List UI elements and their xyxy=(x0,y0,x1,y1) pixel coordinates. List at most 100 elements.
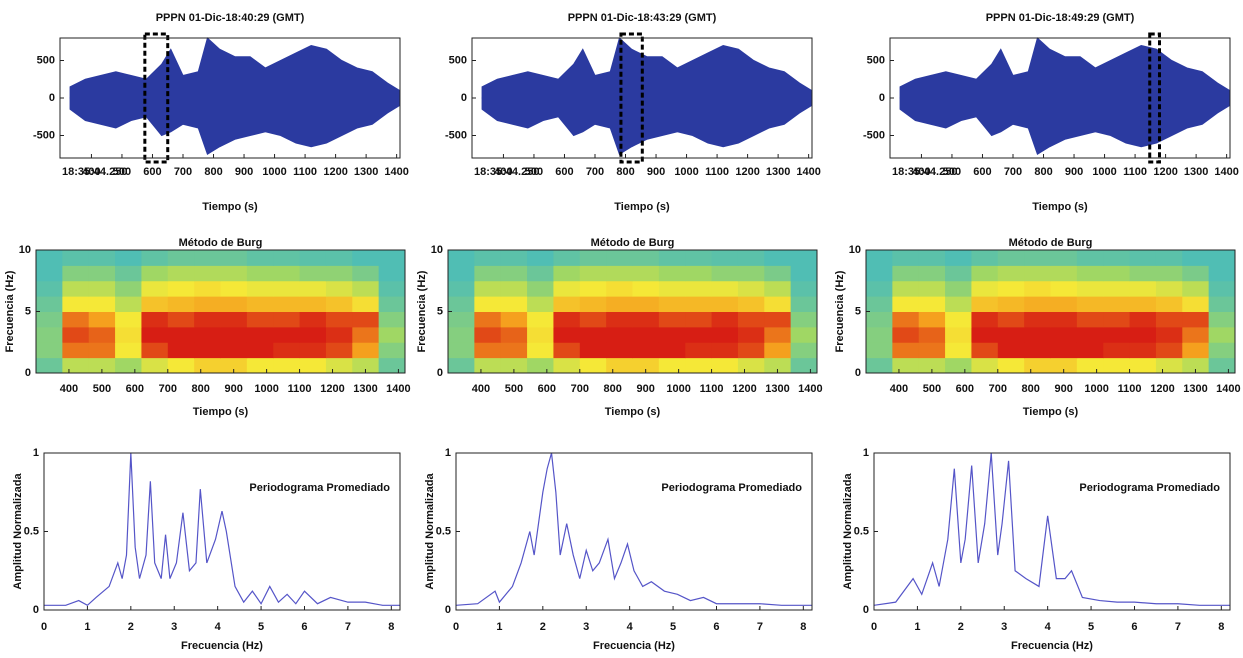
heat-cell xyxy=(971,296,999,312)
heat-cell xyxy=(1050,265,1078,282)
heat-cell xyxy=(737,265,765,282)
x-axis-label: Frecuencia (Hz) xyxy=(1011,640,1093,652)
heat-cell xyxy=(36,280,63,297)
x-tick-label: 7 xyxy=(1175,621,1181,633)
spectrum-line xyxy=(873,452,1230,606)
heat-cell xyxy=(1129,265,1157,282)
heat-cell xyxy=(1024,326,1051,343)
heat-cell xyxy=(1208,296,1236,312)
heat-cell xyxy=(711,357,739,374)
heat-cell xyxy=(325,296,353,312)
y-tick-label: 0 xyxy=(461,92,467,104)
heat-cell xyxy=(711,342,739,359)
heat-cell xyxy=(997,342,1025,359)
heat-cell xyxy=(1076,250,1104,266)
heat-cell xyxy=(737,326,765,343)
heat-cell xyxy=(764,250,792,266)
panel: Método de Burg 400 500 600 700 800 900 1000 1100… xyxy=(416,237,823,418)
heat-cell xyxy=(764,311,792,328)
x-tick-label: 1200 xyxy=(323,166,347,178)
heat-cell xyxy=(167,342,195,359)
x-tick-label: 800 xyxy=(192,383,210,395)
heat-cell xyxy=(892,265,920,282)
y-tick-label: 0 xyxy=(855,367,861,379)
heat-cell xyxy=(273,265,301,282)
heat-cell xyxy=(246,296,274,312)
heat-cell xyxy=(220,326,248,343)
x-tick-label: 1400 xyxy=(798,383,822,395)
heat-cell xyxy=(141,265,169,282)
heat-cell xyxy=(632,342,660,359)
heat-cell xyxy=(918,342,946,359)
x-tick-label: 1100 xyxy=(1123,166,1147,178)
x-tick-label: 1100 xyxy=(705,166,729,178)
x-tick-label: 900 xyxy=(647,166,665,178)
heat-cell xyxy=(141,357,169,374)
panel: Periodograma Promediado 0 1 2 3 4 5 6 7 8 0 0.5 1 Fre… xyxy=(842,447,1231,652)
heat-cell xyxy=(500,265,528,282)
heat-cell xyxy=(790,311,818,328)
x-tick-label: 600 xyxy=(538,383,556,395)
heat-cell xyxy=(997,326,1025,343)
heat-cell xyxy=(273,311,301,328)
y-tick-label: 5 xyxy=(25,305,31,317)
panel: Periodograma Promediado 0 1 2 3 4 5 6 7 8 0 0.5 1 Fre… xyxy=(424,447,813,652)
y-tick-label: 0 xyxy=(25,367,31,379)
heat-cell xyxy=(606,311,633,328)
heat-cell xyxy=(62,326,90,343)
panel: PPPN 01-Dic-18:49:29 (GMT) 18:35:44.25040… xyxy=(863,12,1239,213)
x-tick-label: 700 xyxy=(1004,166,1022,178)
heat-cell xyxy=(115,311,142,328)
x-tick-label: 5 xyxy=(258,621,264,633)
y-tick-label: 0 xyxy=(33,604,39,616)
heat-cell xyxy=(325,342,353,359)
heat-cell xyxy=(36,326,63,343)
x-tick-label: 3 xyxy=(583,621,589,633)
heat-cell xyxy=(194,280,221,297)
heat-cell xyxy=(141,311,169,328)
x-tick-label: 4 xyxy=(1045,621,1052,633)
heat-cell xyxy=(62,265,90,282)
x-tick-label: 900 xyxy=(636,383,654,395)
heat-cell xyxy=(299,357,327,374)
heat-cell xyxy=(658,250,686,266)
x-tick-label: 1300 xyxy=(1183,383,1207,395)
heat-cell xyxy=(1208,250,1236,266)
y-tick-label: 0.5 xyxy=(436,525,451,537)
heat-cell xyxy=(448,280,475,297)
heat-cell xyxy=(299,296,327,312)
heat-cell xyxy=(632,280,660,297)
heat-cell xyxy=(632,357,660,374)
heat-cell xyxy=(220,250,248,266)
x-tick-label: 1300 xyxy=(1184,166,1208,178)
heat-cell xyxy=(246,250,274,266)
heat-cell xyxy=(658,357,686,374)
chart-title: Método de Burg xyxy=(1009,237,1093,249)
x-tick-label: 5 xyxy=(1088,621,1094,633)
heat-cell xyxy=(632,296,660,312)
y-tick-label: 1 xyxy=(863,447,869,459)
heat-cell xyxy=(918,296,946,312)
y-axis-label: Amplitud Normalizada xyxy=(424,473,436,590)
heat-cell xyxy=(892,342,920,359)
heat-cell xyxy=(711,250,739,266)
heat-cell xyxy=(141,280,169,297)
window-box xyxy=(1148,32,1161,164)
heat-cell xyxy=(378,357,406,374)
heat-cell xyxy=(246,265,274,282)
heat-cell xyxy=(115,280,142,297)
heat-cell xyxy=(1103,311,1131,328)
heat-cell xyxy=(945,326,972,343)
heat-cell xyxy=(220,265,248,282)
heat-cell xyxy=(1208,326,1236,343)
heat-cell xyxy=(1129,280,1157,297)
y-tick-label: 1 xyxy=(33,447,39,459)
heat-cell xyxy=(945,250,972,266)
heat-cell xyxy=(448,265,475,282)
heat-cell xyxy=(1076,280,1104,297)
heat-cell xyxy=(658,280,686,297)
start-label: 18:35:44.250 xyxy=(62,166,127,178)
heat-cell xyxy=(971,250,999,266)
